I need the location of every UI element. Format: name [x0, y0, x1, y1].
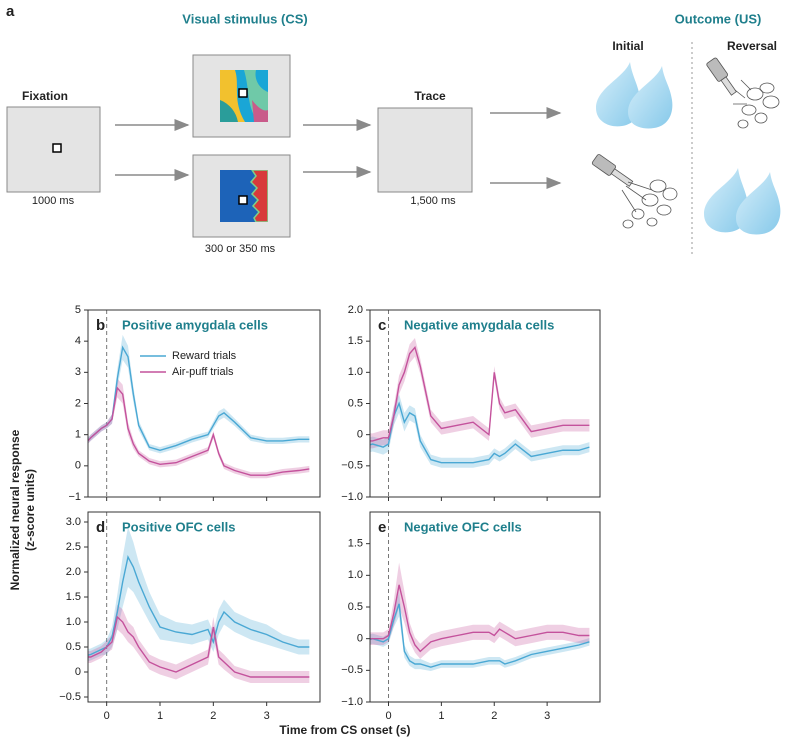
plot-area	[88, 527, 310, 683]
series-line	[88, 554, 310, 656]
fixation-point	[52, 143, 62, 153]
series-line	[370, 345, 590, 442]
y-tick-label: 0	[75, 666, 81, 678]
chart-panel: −1.0 −0.5 0 0.5 1.0 1.5 2.0 c Negative amygdala …	[341, 304, 601, 503]
y-tick-label: 2	[75, 397, 81, 409]
trace-screen	[377, 107, 473, 193]
plot-frame	[369, 511, 601, 703]
series-line	[370, 603, 590, 668]
plot-frame	[369, 309, 601, 498]
y-tick-label: 2.0	[348, 304, 363, 316]
panel-title: Negative amygdala cells	[404, 317, 554, 332]
plot-frame	[87, 511, 321, 703]
fixation-duration: 1000 ms	[32, 195, 75, 207]
fixation-label: Fixation	[22, 89, 68, 103]
panel-label: b	[96, 317, 105, 334]
y-tick-label: −1.0	[341, 491, 363, 503]
y-tick-label: 0	[357, 429, 363, 441]
plot-area	[370, 562, 590, 671]
y-tick-label: 0	[357, 633, 363, 645]
y-tick-label: −0.5	[59, 691, 81, 703]
y-tick-label: 1.5	[348, 538, 363, 550]
stimulus-title: Visual stimulus (CS)	[182, 11, 307, 26]
plot-area	[88, 334, 310, 479]
y-tick-label: 1.0	[348, 366, 363, 378]
error-band	[88, 527, 310, 662]
stimulus-image	[220, 170, 268, 222]
y-tick-label: 1	[75, 429, 81, 441]
x-tick-label: 3	[544, 710, 550, 722]
y-tick-label: 0	[75, 460, 81, 472]
y-tick-label: −1	[68, 491, 81, 503]
y-tick-label: −1.0	[341, 696, 363, 708]
chart-panel: −1.0 −0.5 0 0.5 1.0 1.5 0 1 2 3 e Negative OFC cell…	[341, 511, 601, 722]
panel-label: a	[6, 3, 15, 20]
fixation-point	[238, 88, 248, 98]
error-band	[370, 591, 590, 671]
chart-panel: −0.5 0 0.5 1.0 1.5 2.0 2.5 3.0 0 1 2 3 d Positive OFC…	[59, 511, 321, 722]
plot-frame	[87, 309, 321, 498]
juice-drops	[596, 62, 673, 129]
panel-title: Positive OFC cells	[122, 519, 235, 534]
y-tick-label: 2.5	[66, 541, 81, 553]
y-tick-label: 0.5	[66, 641, 81, 653]
reversal-label: Reversal	[727, 39, 777, 53]
y-tick-label: 1.0	[66, 616, 81, 628]
x-tick-label: 0	[104, 710, 110, 722]
y-tick-label: 5	[75, 304, 81, 316]
panel-title: Negative OFC cells	[404, 519, 522, 534]
y-tick-label: 2.0	[66, 566, 81, 578]
x-tick-label: 1	[157, 710, 163, 722]
panel-label: e	[378, 519, 386, 536]
legend-label: Reward trials	[172, 350, 237, 362]
y-tick-label: −0.5	[341, 664, 363, 676]
x-tick-label: 2	[210, 710, 216, 722]
x-axis-label: Time from CS onset (s)	[279, 723, 410, 737]
y-tick-label: 3.0	[66, 516, 81, 528]
y-axis-label: Normalized neural response	[8, 429, 22, 590]
y-tick-label: 4	[75, 335, 81, 347]
trace-duration: 1,500 ms	[410, 195, 456, 207]
series-line	[370, 584, 590, 653]
x-tick-label: 3	[264, 710, 270, 722]
fixation-point	[238, 195, 248, 205]
error-band	[88, 334, 310, 454]
panel-label: d	[96, 519, 105, 536]
y-axis-label: (z-score units)	[23, 469, 37, 551]
legend-label: Air-puff trials	[172, 366, 234, 378]
air-puff	[706, 57, 780, 129]
y-tick-label: 1.0	[348, 569, 363, 581]
panel-title: Positive amygdala cells	[122, 317, 268, 332]
series-line	[88, 386, 310, 476]
x-tick-label: 0	[385, 710, 391, 722]
panel-a: a Visual stimulus (CS) Outcome (US) Init…	[6, 3, 781, 256]
y-tick-label: 0.5	[348, 601, 363, 613]
juice-drops	[704, 168, 781, 235]
stimulus-duration: 300 or 350 ms	[205, 243, 276, 255]
y-tick-label: 3	[75, 366, 81, 378]
error-band	[88, 378, 310, 479]
initial-label: Initial	[612, 39, 643, 53]
panel-label: c	[378, 317, 386, 334]
air-puff	[591, 154, 678, 229]
trace-label: Trace	[414, 89, 446, 103]
series-line	[88, 615, 310, 678]
y-tick-label: 0.5	[348, 397, 363, 409]
chart-panel: −1 0 1 2 3 4 5 b Positive amygdala cells Reward t…	[68, 304, 321, 503]
x-tick-label: 2	[491, 710, 497, 722]
plot-area	[370, 338, 590, 468]
x-tick-label: 1	[438, 710, 444, 722]
series-line	[88, 345, 310, 451]
outcome-title: Outcome (US)	[675, 11, 762, 26]
error-band	[370, 338, 590, 449]
y-tick-label: −0.5	[341, 460, 363, 472]
y-tick-label: 1.5	[348, 335, 363, 347]
y-tick-label: 1.5	[66, 591, 81, 603]
error-band	[88, 604, 310, 683]
